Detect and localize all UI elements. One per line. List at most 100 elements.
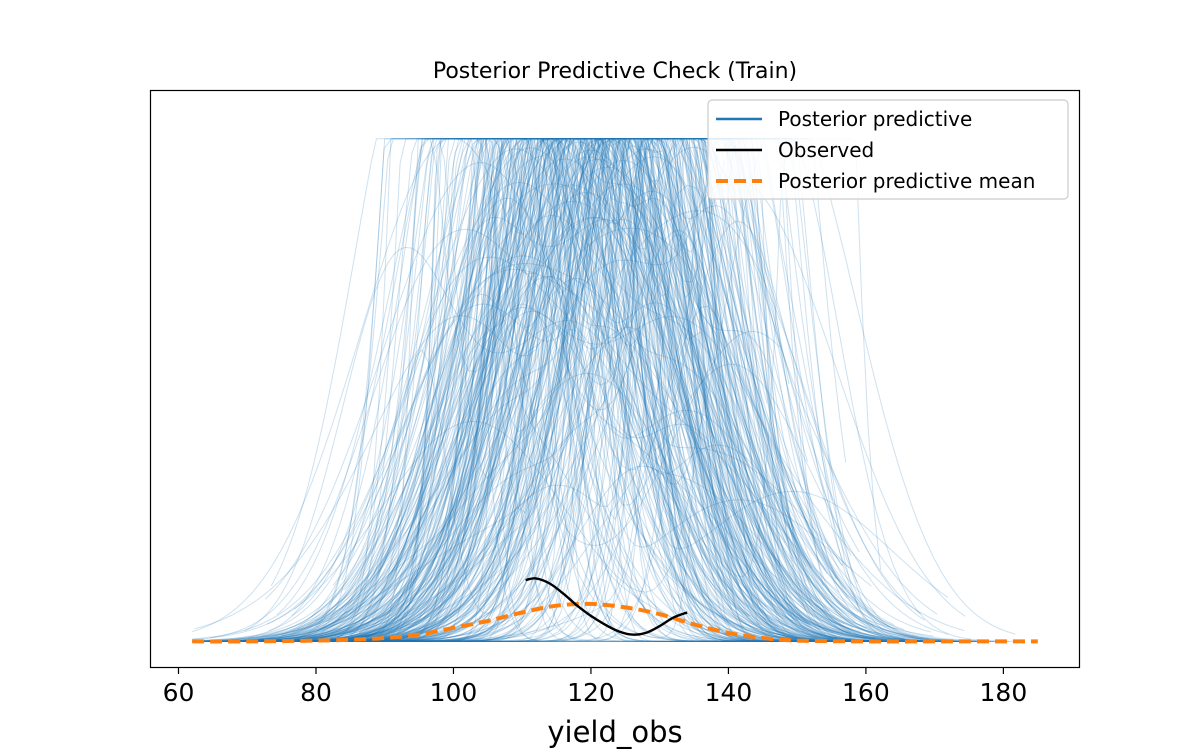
- posterior-predictive-draw-line: [363, 138, 823, 642]
- posterior-predictive-draw-line: [267, 138, 841, 642]
- posterior-predictive-draw-line: [253, 138, 873, 642]
- x-tick-label: 120: [567, 678, 615, 707]
- posterior-predictive-draw-line: [303, 138, 931, 642]
- posterior-predictive-draw-line: [195, 138, 750, 641]
- posterior-predictive-draw-line: [303, 138, 792, 640]
- posterior-predictive-draw-line: [192, 138, 745, 642]
- posterior-predictive-draw-line: [361, 138, 837, 641]
- posterior-predictive-draw-line: [249, 149, 941, 642]
- posterior-predictive-draw-line: [249, 138, 859, 642]
- posterior-predictive-draw-line: [249, 227, 828, 642]
- posterior-predictive-draw-line: [284, 138, 759, 642]
- posterior-predictive-draw-line: [290, 138, 883, 642]
- posterior-predictive-draw-line: [272, 138, 914, 642]
- chart-title: Posterior Predictive Check (Train): [433, 59, 797, 84]
- posterior-predictive-draw-line: [263, 138, 792, 642]
- posterior-predictive-draw-line: [192, 138, 785, 642]
- posterior-predictive-draw-line: [345, 145, 774, 635]
- posterior-predictive-draw-line: [317, 138, 918, 642]
- posterior-predictive-draw-line: [252, 138, 781, 642]
- posterior-predictive-draw-line: [275, 138, 819, 642]
- posterior-predictive-draw-line: [196, 138, 760, 642]
- posterior-predictive-mean-line: [192, 601, 1038, 644]
- posterior-predictive-draw-line: [270, 138, 746, 642]
- legend: Posterior predictive Observed Posterior …: [707, 99, 1069, 200]
- x-tick-label: 100: [430, 678, 478, 707]
- posterior-predictive-draw-line: [293, 148, 748, 617]
- posterior-predictive-draw-line: [192, 138, 935, 642]
- posterior-predictive-draw-line: [328, 138, 812, 642]
- posterior-predictive-draw-line: [423, 138, 934, 642]
- posterior-predictive-draw-line: [363, 138, 921, 642]
- posterior-predictive-draw-line: [281, 138, 1016, 642]
- posterior-predictive-draw-line: [227, 138, 786, 642]
- posterior-predictive-draw-line: [376, 138, 928, 642]
- posterior-predictive-draw-line: [318, 138, 772, 642]
- posterior-predictive-draw-line: [330, 138, 889, 642]
- posterior-predictive-draw-line: [195, 138, 790, 642]
- posterior-predictive-draw-line: [337, 138, 1010, 642]
- posterior-predictive-draw-line: [344, 148, 895, 639]
- posterior-predictive-draw-line: [324, 138, 819, 642]
- observed-line: [525, 577, 688, 636]
- posterior-predictive-draw-line: [264, 140, 924, 642]
- posterior-predictive-draw-line: [251, 138, 895, 642]
- posterior-predictive-draw-line: [393, 138, 852, 641]
- legend-label-observed: Observed: [778, 138, 874, 162]
- posterior-predictive-draw-line: [247, 138, 813, 640]
- posterior-predictive-draw-line: [318, 138, 852, 642]
- posterior-predictive-draw-line: [327, 138, 893, 642]
- posterior-predictive-draw-line: [345, 138, 907, 642]
- x-tick-label: 60: [163, 678, 195, 707]
- posterior-predictive-draw-line: [289, 138, 899, 642]
- posterior-predictive-draw-line: [352, 138, 788, 642]
- posterior-predictive-draw-line: [214, 138, 883, 642]
- posterior-predictive-draw-line: [262, 138, 844, 642]
- posterior-predictive-draw-line: [357, 138, 856, 641]
- posterior-predictive-draw-line: [327, 138, 799, 642]
- posterior-predictive-draw-line: [336, 138, 894, 642]
- plot-frame: [149, 89, 1081, 669]
- posterior-predictive-draw-line: [273, 183, 876, 642]
- posterior-predictive-draw-line: [252, 138, 949, 642]
- posterior-predictive-draw-line: [269, 159, 813, 642]
- posterior-predictive-draw-line: [278, 138, 859, 642]
- posterior-predictive-draw-line: [284, 138, 956, 642]
- posterior-predictive-draw-line: [266, 262, 866, 640]
- posterior-predictive-draw-line: [299, 138, 859, 642]
- posterior-predictive-draw-line: [338, 138, 926, 642]
- posterior-predictive-draw-line: [277, 138, 873, 642]
- posterior-predictive-draw-line: [248, 138, 953, 642]
- posterior-predictive-draw-line: [259, 138, 851, 642]
- posterior-predictive-draw-line: [310, 138, 865, 642]
- posterior-predictive-draw-line: [321, 138, 897, 642]
- posterior-predictive-draw-line: [290, 138, 836, 638]
- posterior-predictive-draw-line: [268, 138, 870, 642]
- posterior-predictive-draw-line: [283, 138, 953, 642]
- posterior-predictive-draw-line: [217, 138, 944, 641]
- posterior-predictive-draw-line: [259, 170, 807, 641]
- posterior-predictive-draw-line: [323, 138, 965, 642]
- posterior-predictive-draw-line: [296, 138, 831, 642]
- posterior-predictive-draw-line: [328, 138, 965, 642]
- posterior-predictive-draw-line: [322, 138, 911, 642]
- posterior-predictive-draw-line: [349, 146, 921, 642]
- posterior-predictive-draw-line: [359, 190, 915, 638]
- x-tick-label: 140: [705, 678, 753, 707]
- posterior-predictive-draw-line: [345, 138, 830, 634]
- posterior-predictive-draw-line: [228, 138, 850, 642]
- posterior-predictive-draw-line: [193, 138, 800, 642]
- posterior-predictive-draw-line: [378, 138, 930, 640]
- posterior-predictive-draw-line: [334, 138, 846, 642]
- posterior-predictive-draw-line: [329, 138, 934, 642]
- posterior-predictive-draw-line: [329, 138, 937, 642]
- posterior-predictive-draw-line: [358, 138, 885, 642]
- posterior-predictive-draw-line: [314, 138, 807, 642]
- posterior-predictive-draws: [192, 137, 1025, 642]
- posterior-predictive-draw-line: [231, 138, 811, 642]
- posterior-predictive-draw-line: [192, 138, 779, 642]
- posterior-predictive-draw-line: [322, 138, 929, 642]
- posterior-predictive-mean-series: [192, 601, 1038, 644]
- posterior-predictive-draw-line: [251, 138, 846, 642]
